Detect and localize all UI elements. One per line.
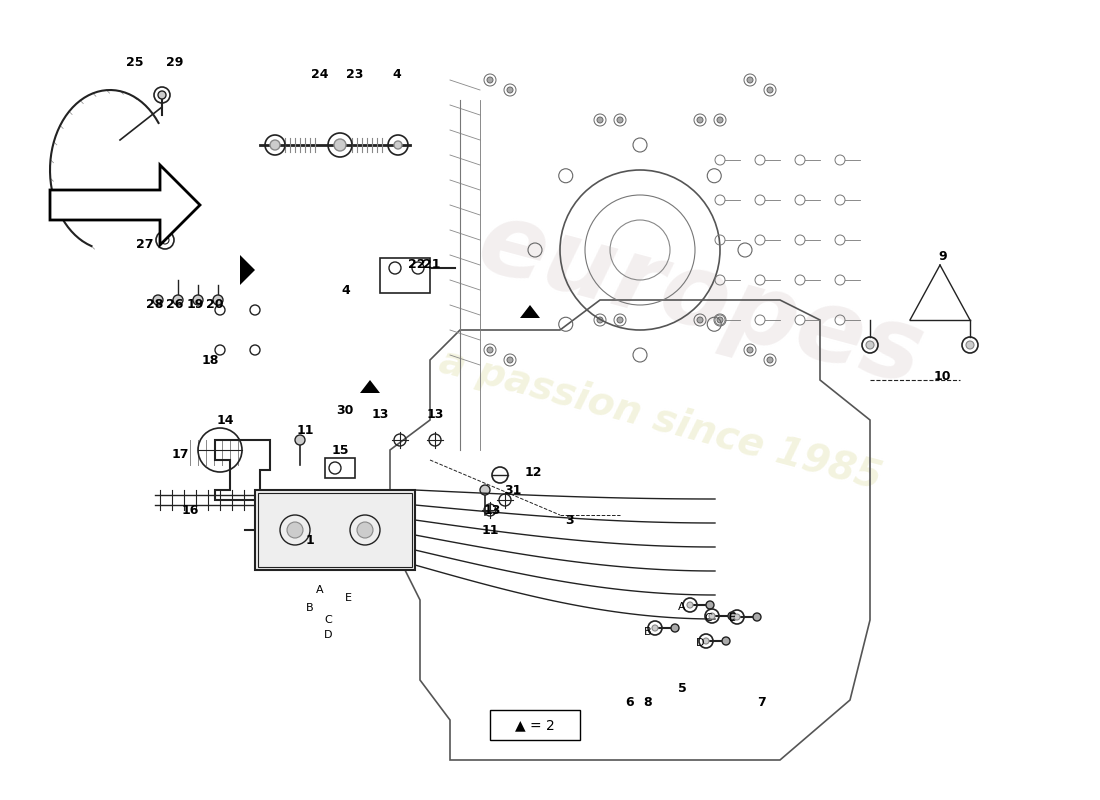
Circle shape [487,347,493,353]
Text: C: C [704,613,712,623]
Circle shape [192,295,204,305]
Circle shape [747,347,754,353]
Circle shape [507,87,513,93]
Circle shape [703,638,710,644]
Bar [490,710,580,740]
Circle shape [697,317,703,323]
Circle shape [597,117,603,123]
Text: 16: 16 [182,503,199,517]
Circle shape [717,117,723,123]
Circle shape [717,317,723,323]
Text: 12: 12 [525,466,541,478]
Polygon shape [360,380,379,393]
Circle shape [507,357,513,363]
Text: 25: 25 [126,55,144,69]
Text: 11: 11 [482,523,498,537]
Circle shape [652,625,658,631]
Text: 15: 15 [331,443,349,457]
Circle shape [158,91,166,99]
Bar [255,490,415,570]
Text: E: E [344,593,352,603]
Bar [324,458,355,478]
Polygon shape [50,165,200,245]
Circle shape [617,317,623,323]
Circle shape [487,77,493,83]
Text: A: A [316,585,323,595]
Circle shape [767,87,773,93]
Text: 20: 20 [207,298,223,311]
Circle shape [270,140,280,150]
Circle shape [295,435,305,445]
Text: 28: 28 [146,298,164,311]
Text: B: B [306,603,313,613]
Text: 3: 3 [565,514,574,526]
Text: 21: 21 [424,258,441,271]
Circle shape [747,77,754,83]
Text: europes: europes [468,194,933,406]
Text: D: D [695,638,704,648]
Circle shape [287,522,303,538]
Text: 4: 4 [393,69,402,82]
Circle shape [706,601,714,609]
Circle shape [173,295,183,305]
Text: A: A [679,602,685,612]
Text: 24: 24 [311,69,329,82]
Bar [379,258,430,293]
Text: B: B [645,627,652,637]
Circle shape [358,522,373,538]
Text: C: C [324,615,332,625]
Text: 4: 4 [342,283,351,297]
Text: 13: 13 [372,409,388,422]
Text: 27: 27 [136,238,154,251]
Text: 26: 26 [166,298,184,311]
Text: 30: 30 [337,403,354,417]
Circle shape [754,613,761,621]
Circle shape [597,317,603,323]
Text: 10: 10 [933,370,950,383]
Text: 7: 7 [758,695,767,709]
Circle shape [697,117,703,123]
Text: D: D [323,630,332,640]
Text: 14: 14 [217,414,233,426]
Text: E: E [728,613,736,623]
Text: 6: 6 [626,695,635,709]
Circle shape [710,613,715,619]
Text: 18: 18 [201,354,219,366]
Text: 29: 29 [166,55,184,69]
Circle shape [617,117,623,123]
Polygon shape [240,255,255,285]
Text: 1: 1 [306,534,315,546]
Text: 13: 13 [483,503,500,517]
Circle shape [334,139,346,151]
Bar [258,493,412,567]
Circle shape [728,612,736,620]
Circle shape [734,614,740,620]
Circle shape [767,357,773,363]
Text: 31: 31 [504,483,521,497]
Text: 8: 8 [644,695,652,709]
Text: a passion since 1985: a passion since 1985 [434,342,886,498]
Text: 22: 22 [408,258,426,271]
Circle shape [866,341,874,349]
Text: 11: 11 [296,423,314,437]
Circle shape [394,141,402,149]
Circle shape [722,637,730,645]
Text: 17: 17 [172,449,189,462]
Circle shape [213,295,223,305]
Text: 23: 23 [346,69,364,82]
Circle shape [153,295,163,305]
Text: 19: 19 [186,298,204,311]
Text: 5: 5 [678,682,686,694]
Text: 13: 13 [427,409,443,422]
Circle shape [480,485,490,495]
Polygon shape [520,305,540,318]
Circle shape [688,602,693,608]
Circle shape [966,341,974,349]
Circle shape [671,624,679,632]
Text: ▲ = 2: ▲ = 2 [515,718,554,732]
Text: 9: 9 [938,250,947,263]
